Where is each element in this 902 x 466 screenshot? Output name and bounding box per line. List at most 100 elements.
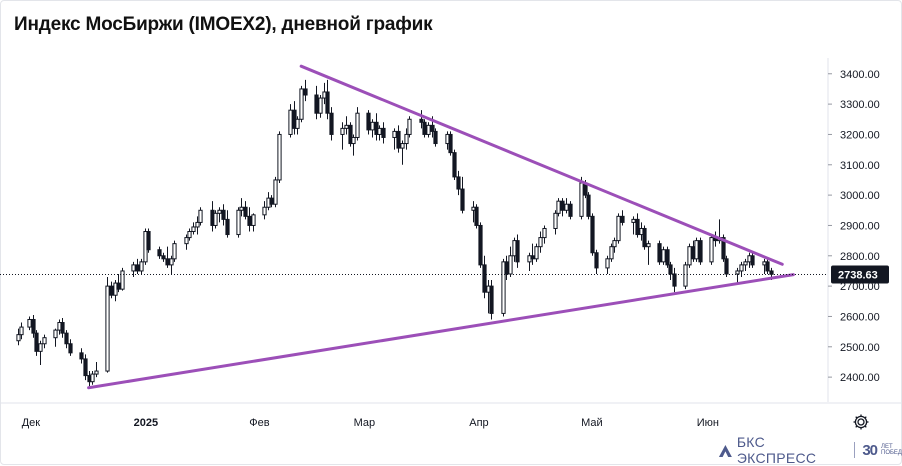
candle-body-up xyxy=(217,209,222,214)
candle-body-down xyxy=(146,231,151,251)
candle-body-up xyxy=(743,261,748,266)
candle-body-down xyxy=(489,285,494,314)
candle-body-down xyxy=(422,121,427,135)
candle-body-down xyxy=(620,215,625,223)
candle-body-down xyxy=(64,332,69,345)
candle-body-down xyxy=(225,218,230,236)
x-tick-label: Май xyxy=(581,417,603,429)
candle-body-down xyxy=(157,249,162,257)
candle-body-down xyxy=(590,215,595,254)
candle-body-down xyxy=(456,176,461,190)
candle-body-down xyxy=(568,203,573,217)
candle-body-up xyxy=(351,136,356,145)
candle-body-up xyxy=(616,215,621,242)
y-tick-label: 2900.00 xyxy=(840,220,880,232)
y-tick-label: 3300.00 xyxy=(840,99,880,111)
y-tick-label: 3400.00 xyxy=(840,69,880,81)
candle-body-down xyxy=(665,249,670,266)
candle-body-down xyxy=(79,352,84,360)
candle-body-down xyxy=(482,264,487,293)
candle-body-up xyxy=(612,240,617,248)
candle-body-up xyxy=(139,261,144,272)
candle-body-down xyxy=(165,258,170,266)
candle-body-up xyxy=(172,243,177,260)
candle-body-down xyxy=(586,194,591,217)
x-axis[interactable]: Дек 2025 Фев Мар Апр Май Июн xyxy=(22,417,719,429)
candle-body-down xyxy=(419,118,424,123)
candle-body-down xyxy=(765,261,770,272)
candle-body-up xyxy=(273,179,278,205)
trendline-resistance[interactable] xyxy=(299,64,784,266)
candle-body-down xyxy=(594,252,599,269)
candle-body-up xyxy=(355,112,360,138)
candle-body-up xyxy=(542,227,547,239)
candle-body-down xyxy=(698,240,703,263)
candle-body-up xyxy=(191,226,196,233)
candle-body-down xyxy=(366,112,371,131)
candle-body-down xyxy=(504,261,509,275)
candle-body-up xyxy=(735,270,740,275)
x-tick-label: Апр xyxy=(469,417,488,429)
candle-body-up xyxy=(661,249,666,263)
candle-body-down xyxy=(474,206,479,226)
candle-body-up xyxy=(318,97,323,114)
brand-logo: БКС ЭКСПРЕСС 30 ЛЕТ ПОБЕД xyxy=(718,434,902,466)
candle-body-down xyxy=(135,264,140,272)
candles-layer xyxy=(16,79,774,387)
candle-body-up xyxy=(631,218,636,223)
candle-body-down xyxy=(635,218,640,236)
y-tick-label: 3000.00 xyxy=(840,190,880,202)
candle-body-down xyxy=(31,318,36,334)
candle-body-down xyxy=(668,264,673,275)
brand-tagline-line2: ПОБЕД xyxy=(881,450,902,456)
candle-body-up xyxy=(694,240,699,260)
y-tick-label: 2500.00 xyxy=(840,342,880,354)
last-price-label: 2738.63 xyxy=(838,270,878,282)
candle-body-down xyxy=(60,322,65,334)
candle-body-up xyxy=(400,143,405,149)
candle-body-up xyxy=(646,243,651,248)
candle-body-down xyxy=(769,270,774,275)
candle-body-up xyxy=(27,318,32,328)
candle-body-down xyxy=(83,358,88,377)
candle-body-down xyxy=(303,88,308,96)
candle-body-down xyxy=(750,255,755,266)
candle-body-up xyxy=(605,258,610,269)
candle-body-up xyxy=(38,343,43,352)
candle-body-up xyxy=(187,231,192,239)
candle-body-down xyxy=(560,200,565,211)
bcs-logo-icon xyxy=(718,444,732,457)
y-axis[interactable]: 2400.00 2500.00 2600.00 2700.00 2800.00 2900.… xyxy=(828,69,880,384)
candle-body-down xyxy=(381,127,386,138)
x-tick-label: Дек xyxy=(22,417,41,429)
candle-body-up xyxy=(579,182,584,217)
candle-body-up xyxy=(277,133,282,181)
candle-body-down xyxy=(348,124,353,145)
candle-body-down xyxy=(161,255,166,260)
candle-body-down xyxy=(433,130,438,145)
candle-body-down xyxy=(657,243,662,263)
brand-tagline-line1: ЛЕТ xyxy=(881,444,893,450)
candle-body-up xyxy=(553,212,558,229)
last-price-badge xyxy=(831,265,889,284)
candle-body-down xyxy=(452,152,457,178)
candle-body-up xyxy=(53,329,58,339)
candle-body-up xyxy=(609,246,614,260)
candle-body-down xyxy=(243,206,248,217)
candle-body-up xyxy=(169,258,174,266)
candle-body-up xyxy=(709,237,714,263)
trendline-support[interactable] xyxy=(87,273,795,390)
candle-body-up xyxy=(131,264,136,272)
gear-icon[interactable] xyxy=(852,413,870,431)
candle-body-down xyxy=(221,209,226,220)
candle-body-up xyxy=(370,121,375,131)
x-tick-label: 2025 xyxy=(134,417,158,429)
x-tick-label: Фев xyxy=(249,417,269,429)
candle-body-down xyxy=(530,255,535,260)
candle-body-up xyxy=(739,264,744,272)
candle-body-up xyxy=(262,206,267,216)
candle-body-down xyxy=(724,258,729,275)
candle-body-up xyxy=(407,118,412,135)
y-tick-label: 2400.00 xyxy=(840,372,880,384)
